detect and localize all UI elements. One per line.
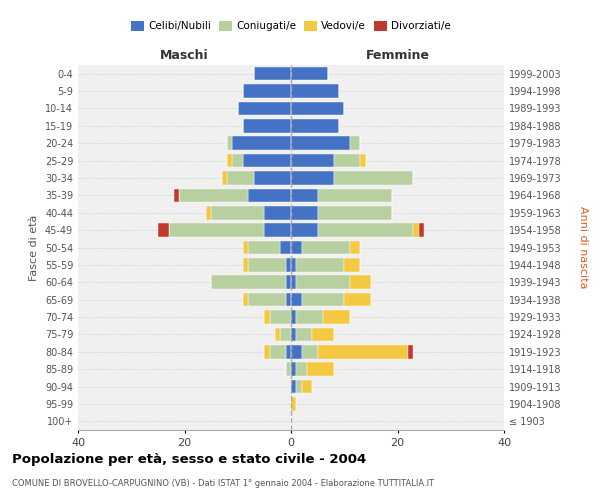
Bar bbox=[291, 188, 317, 202]
Bar bbox=[408, 345, 413, 358]
Bar bbox=[302, 380, 312, 394]
Y-axis label: Anni di nascita: Anni di nascita bbox=[578, 206, 588, 289]
Bar bbox=[280, 328, 291, 341]
Bar bbox=[302, 240, 350, 254]
Bar bbox=[248, 188, 291, 202]
Bar bbox=[227, 154, 232, 168]
Bar bbox=[286, 345, 291, 358]
Bar bbox=[291, 102, 344, 115]
Bar bbox=[350, 240, 360, 254]
Bar bbox=[275, 328, 280, 341]
Bar bbox=[296, 362, 307, 376]
Bar bbox=[211, 206, 265, 220]
Bar bbox=[291, 119, 339, 132]
Bar bbox=[286, 258, 291, 272]
Bar bbox=[291, 67, 328, 80]
Bar bbox=[296, 276, 350, 289]
Bar bbox=[227, 136, 232, 150]
Bar bbox=[270, 310, 291, 324]
Bar bbox=[211, 276, 286, 289]
Bar bbox=[227, 171, 254, 185]
Bar bbox=[323, 310, 350, 324]
Bar bbox=[232, 154, 243, 168]
Bar bbox=[286, 293, 291, 306]
Bar bbox=[179, 188, 248, 202]
Bar bbox=[248, 258, 286, 272]
Bar bbox=[317, 345, 408, 358]
Bar bbox=[248, 240, 280, 254]
Bar bbox=[243, 154, 291, 168]
Bar bbox=[344, 293, 371, 306]
Bar bbox=[270, 345, 286, 358]
Bar bbox=[174, 188, 179, 202]
Bar bbox=[350, 276, 371, 289]
Bar bbox=[296, 310, 323, 324]
Bar bbox=[334, 171, 413, 185]
Bar bbox=[317, 224, 413, 237]
Bar bbox=[291, 310, 296, 324]
Bar bbox=[243, 84, 291, 98]
Bar bbox=[254, 67, 291, 80]
Bar bbox=[296, 258, 344, 272]
Y-axis label: Fasce di età: Fasce di età bbox=[29, 214, 39, 280]
Bar bbox=[302, 345, 317, 358]
Bar bbox=[291, 258, 296, 272]
Bar bbox=[291, 154, 334, 168]
Legend: Celibi/Nubili, Coniugati/e, Vedovi/e, Divorziati/e: Celibi/Nubili, Coniugati/e, Vedovi/e, Di… bbox=[130, 19, 452, 34]
Bar bbox=[286, 276, 291, 289]
Bar bbox=[291, 328, 296, 341]
Bar bbox=[334, 154, 360, 168]
Bar bbox=[296, 380, 302, 394]
Bar bbox=[313, 328, 334, 341]
Bar bbox=[254, 171, 291, 185]
Bar bbox=[350, 136, 360, 150]
Bar bbox=[280, 240, 291, 254]
Bar bbox=[286, 362, 291, 376]
Bar bbox=[243, 258, 248, 272]
Bar bbox=[419, 224, 424, 237]
Bar bbox=[317, 188, 392, 202]
Bar bbox=[302, 293, 344, 306]
Text: COMUNE DI BROVELLO-CARPUGNINO (VB) - Dati ISTAT 1° gennaio 2004 - Elaborazione T: COMUNE DI BROVELLO-CARPUGNINO (VB) - Dat… bbox=[12, 479, 434, 488]
Bar bbox=[291, 362, 296, 376]
Bar bbox=[158, 224, 169, 237]
Bar bbox=[243, 240, 248, 254]
Bar bbox=[238, 102, 291, 115]
Bar bbox=[222, 171, 227, 185]
Bar bbox=[296, 328, 313, 341]
Bar bbox=[413, 224, 419, 237]
Bar bbox=[243, 119, 291, 132]
Bar bbox=[291, 240, 302, 254]
Text: Femmine: Femmine bbox=[365, 50, 430, 62]
Bar bbox=[265, 206, 291, 220]
Bar bbox=[307, 362, 334, 376]
Bar bbox=[243, 293, 248, 306]
Bar bbox=[291, 224, 317, 237]
Bar bbox=[206, 206, 211, 220]
Bar bbox=[232, 136, 291, 150]
Bar bbox=[248, 293, 286, 306]
Bar bbox=[265, 310, 270, 324]
Bar bbox=[265, 345, 270, 358]
Bar bbox=[291, 276, 296, 289]
Bar bbox=[291, 397, 296, 410]
Text: Maschi: Maschi bbox=[160, 50, 209, 62]
Bar bbox=[169, 224, 265, 237]
Bar bbox=[291, 345, 302, 358]
Bar bbox=[291, 171, 334, 185]
Bar bbox=[344, 258, 360, 272]
Bar bbox=[291, 136, 350, 150]
Bar bbox=[291, 206, 317, 220]
Bar bbox=[291, 380, 296, 394]
Bar bbox=[291, 84, 339, 98]
Bar bbox=[291, 293, 302, 306]
Bar bbox=[265, 224, 291, 237]
Text: Popolazione per età, sesso e stato civile - 2004: Popolazione per età, sesso e stato civil… bbox=[12, 452, 366, 466]
Bar bbox=[360, 154, 365, 168]
Bar bbox=[317, 206, 392, 220]
